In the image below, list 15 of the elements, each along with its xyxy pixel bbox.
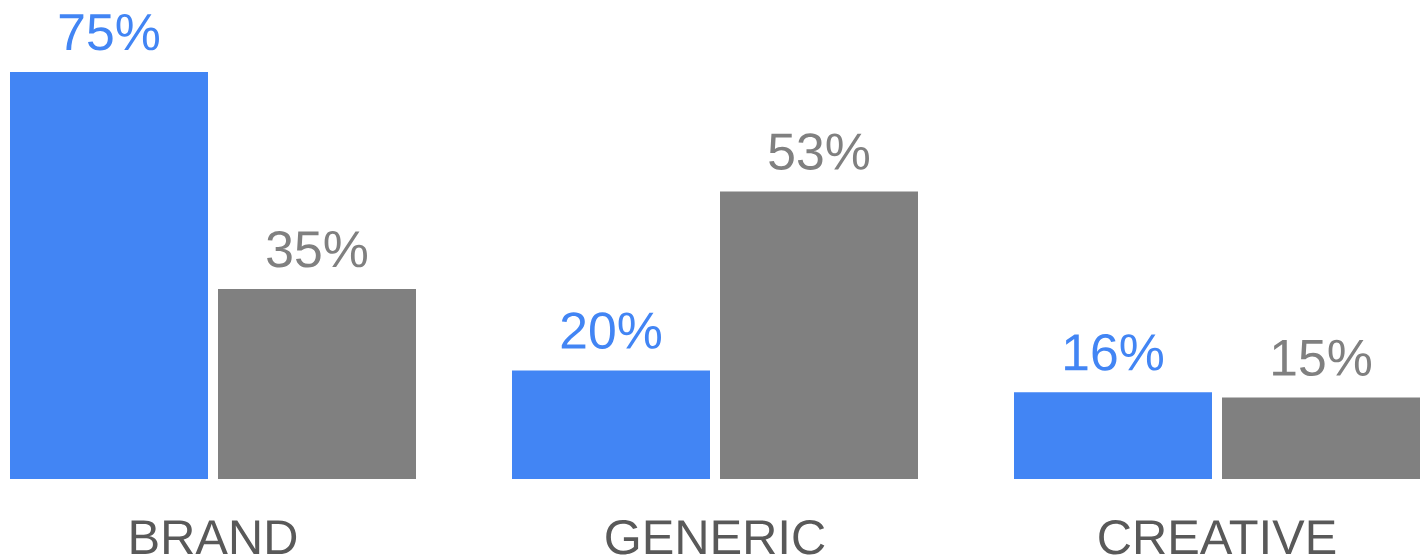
x-tick-label: CREATIVE [1099,519,1336,555]
data-label: 15% [1273,339,1371,377]
data-label: 75% [59,14,159,51]
bar [218,289,416,479]
bar [1014,392,1212,479]
bar [10,72,208,479]
bar [512,370,710,479]
data-label: 20% [561,312,661,349]
x-tick-label: GENERIC [606,519,825,555]
x-tick-label: BRAND [131,520,297,554]
data-label: 53% [769,133,869,170]
bar [1222,397,1420,479]
bar [720,191,918,479]
data-label: 16% [1065,334,1163,371]
data-label: 35% [267,230,367,268]
